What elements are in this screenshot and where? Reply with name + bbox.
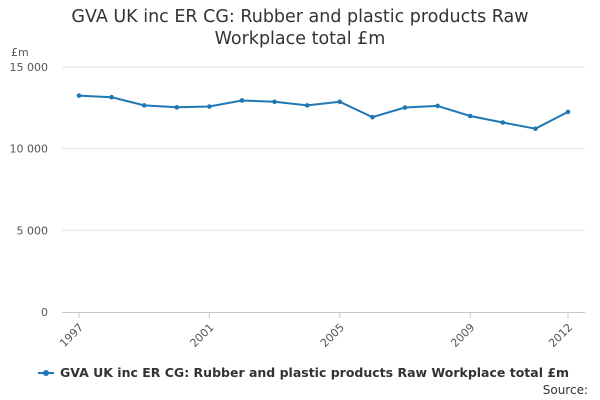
data-point[interactable] [272,99,277,105]
chart-title-line-2: Workplace total £m [214,29,386,49]
axes: 0 5 000 10 000 15 000 £m 1997 2001 2005 2009 2012 [10,46,585,350]
series-line [78,94,569,130]
source-label: Source: [542,383,588,397]
data-point[interactable] [435,103,440,109]
series [76,93,571,132]
x-tick-label: 2009 [448,321,477,350]
x-tick-label: 2012 [546,321,575,350]
data-point[interactable] [207,104,212,109]
data-point[interactable] [76,93,82,98]
y-tick-label: 0 [41,306,48,319]
data-point[interactable] [533,126,538,132]
x-tick-label: 2005 [318,321,347,350]
data-point[interactable] [565,109,571,115]
data-point[interactable] [174,105,180,110]
chart-title: GVA UK inc ER CG: Rubber and plastic pro… [0,6,600,50]
legend: GVA UK inc ER CG: Rubber and plastic pro… [38,365,569,380]
x-tick-label: 2001 [188,321,217,350]
data-point[interactable] [402,105,408,110]
legend-swatch [38,367,54,379]
legend-label: GVA UK inc ER CG: Rubber and plastic pro… [60,365,570,380]
data-point[interactable] [467,113,473,119]
y-tick-label: 15 000 [10,61,49,74]
legend-dot-marker [43,369,49,376]
chart-title-line-1: GVA UK inc ER CG: Rubber and plastic pro… [71,7,529,27]
x-tick-label: 1997 [57,321,86,350]
data-point[interactable] [109,94,114,100]
data-point[interactable] [500,120,506,125]
y-tick-label: 10 000 [10,143,49,156]
data-point[interactable] [370,114,375,120]
data-point[interactable] [337,99,343,105]
y-tick-label: 5 000 [17,224,49,237]
data-point[interactable] [304,103,310,108]
data-point[interactable] [239,98,245,103]
data-point[interactable] [141,103,147,108]
gridlines [62,66,585,231]
y-axis-label: £m [11,46,29,59]
